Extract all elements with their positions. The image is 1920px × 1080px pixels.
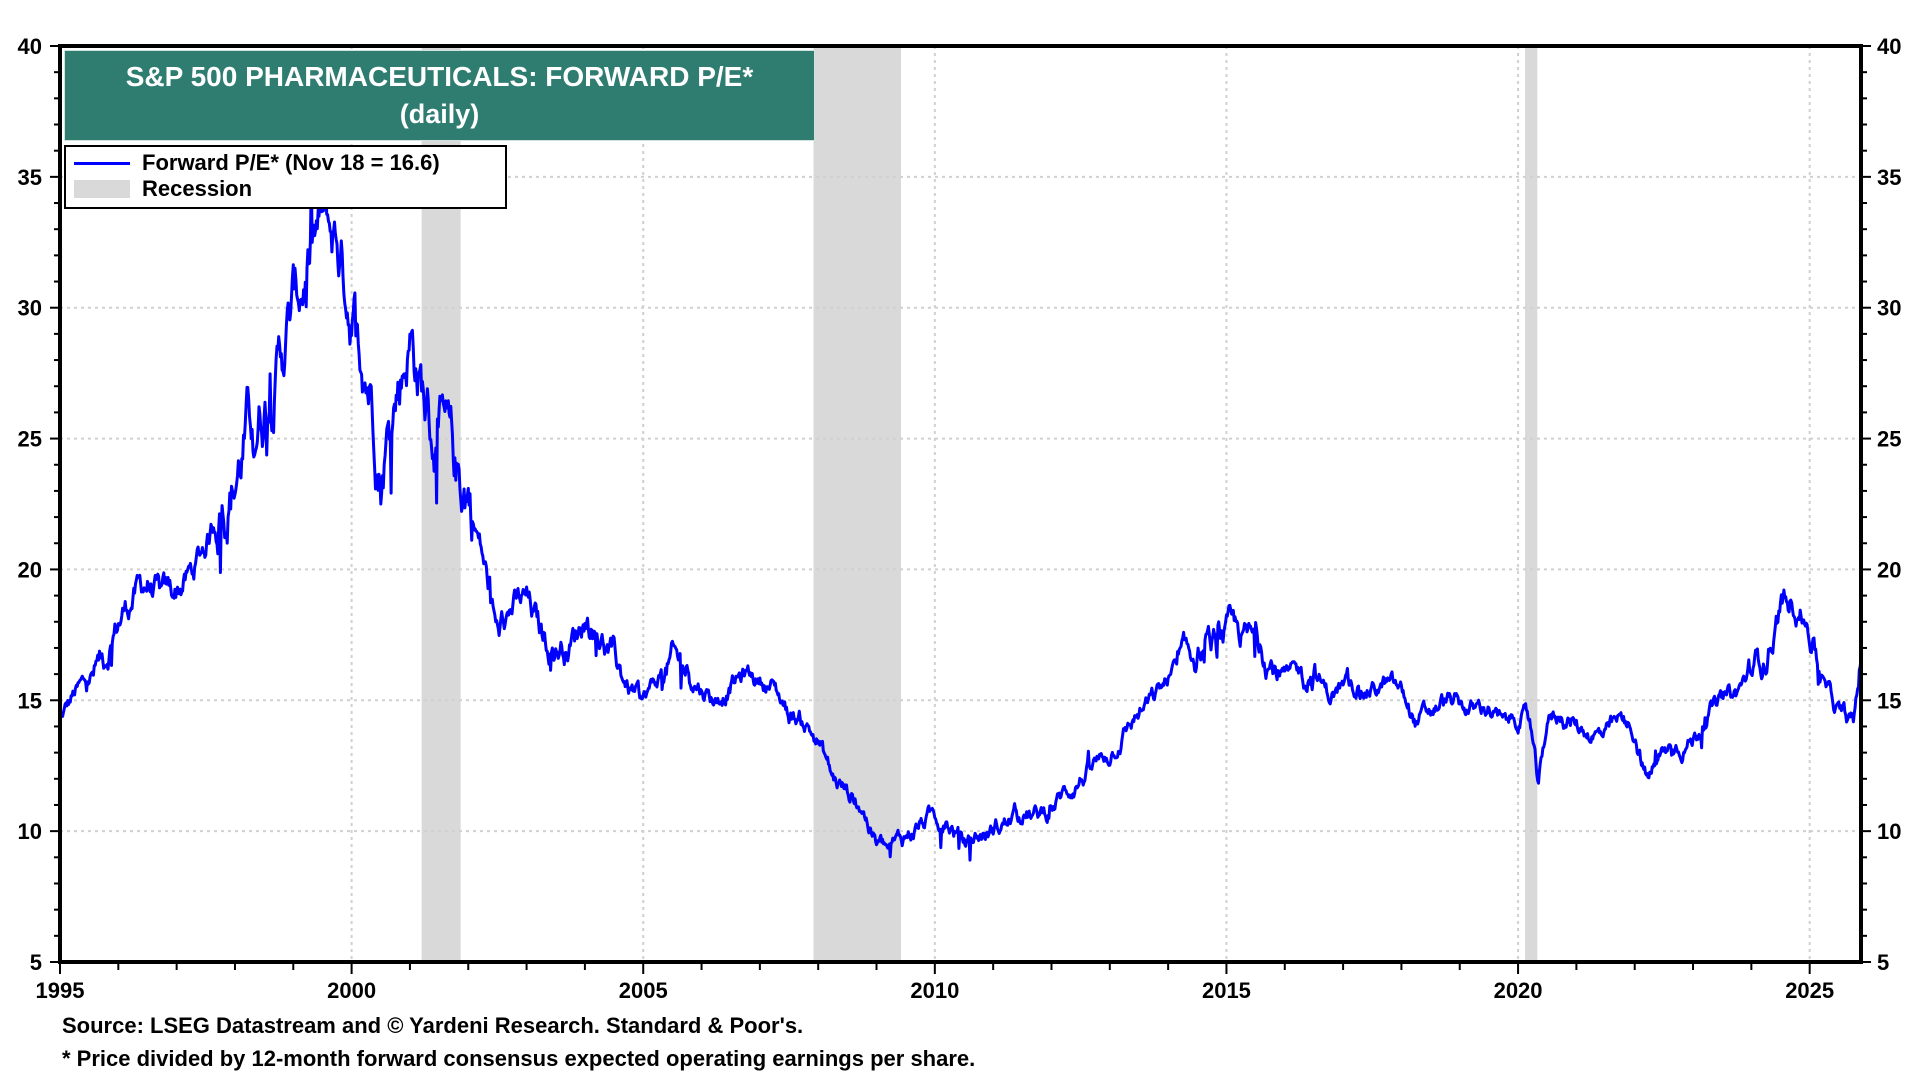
y-tick-label-right: 20 [1877,557,1901,582]
recession-band [1525,46,1538,962]
legend-item-recession: Recession [74,176,252,202]
recession-bands [421,46,1538,962]
y-tick-label-left: 5 [30,950,42,975]
x-tick-label: 2020 [1494,978,1543,1003]
x-tick-label: 2005 [619,978,668,1003]
y-tick-label-left: 20 [18,557,42,582]
x-tick-label: 2025 [1785,978,1834,1003]
y-tick-label-right: 30 [1877,296,1901,321]
series-layer [58,177,1863,862]
y-tick-label-left: 15 [18,688,42,713]
legend-item-forward-pe: Forward P/E* (Nov 18 = 16.6) [74,150,440,176]
y-tick-label-left: 25 [18,427,42,452]
y-tick-label-left: 10 [18,819,42,844]
legend-line-swatch [74,161,130,165]
y-tick-label-left: 35 [18,165,42,190]
y-tick-label-right: 35 [1877,165,1901,190]
chart-title: S&P 500 PHARMACEUTICALS: FORWARD P/E* [125,61,754,92]
axes [58,44,1863,964]
legend-label-recession: Recession [142,176,253,201]
chart-subtitle: (daily) [399,99,480,129]
legend-label-forward-pe: Forward P/E* (Nov 18 = 16.6) [142,150,440,175]
x-tick-label: 1995 [36,978,85,1003]
chart-legend: Forward P/E* (Nov 18 = 16.6) Recession [64,145,507,209]
x-tick-label: 2015 [1202,978,1251,1003]
grid-lines [60,46,1861,962]
chart-title-box: S&P 500 PHARMACEUTICALS: FORWARD P/E* (d… [64,50,815,141]
definition-note: * Price divided by 12-month forward cons… [62,1046,976,1071]
y-tick-label-left: 30 [18,296,42,321]
series-line-forward-pe [58,177,1863,862]
source-note: Source: LSEG Datastream and © Yardeni Re… [62,1013,804,1038]
legend-recession-swatch [74,180,130,198]
y-tick-label-right: 5 [1877,950,1889,975]
y-tick-label-right: 25 [1877,427,1901,452]
x-tick-label: 2010 [910,978,959,1003]
y-tick-label-right: 15 [1877,688,1901,713]
y-tick-label-right: 10 [1877,819,1901,844]
y-tick-label-left: 40 [18,34,42,59]
tick-marks [50,45,1871,974]
x-tick-label: 2000 [327,978,376,1003]
y-tick-label-right: 40 [1877,34,1901,59]
recession-band [813,46,902,962]
